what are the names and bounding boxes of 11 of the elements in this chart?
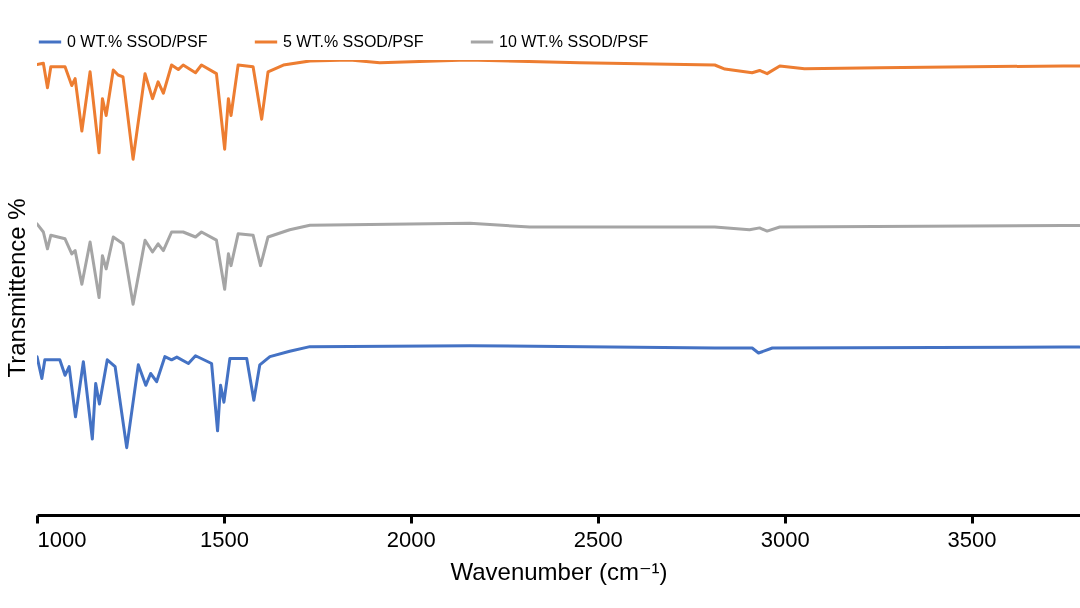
x-tick-label: 3500 bbox=[947, 526, 997, 552]
x-tick-label: 2000 bbox=[386, 526, 436, 552]
legend-label: 0 WT.% SSOD/PSF bbox=[67, 33, 208, 50]
legend-label: 10 WT.% SSOD/PSF bbox=[499, 33, 649, 50]
x-tick-label: 1000 bbox=[37, 526, 87, 552]
legend-label: 5 WT.% SSOD/PSF bbox=[283, 33, 424, 50]
x-tick-label: 3000 bbox=[760, 526, 810, 552]
x-axis-title: Wavenumber (cm⁻¹) bbox=[450, 557, 668, 585]
x-tick-label: 1500 bbox=[199, 526, 249, 552]
x-tick-label: 2500 bbox=[573, 526, 623, 552]
y-axis-title: Transmittence % bbox=[2, 198, 30, 378]
